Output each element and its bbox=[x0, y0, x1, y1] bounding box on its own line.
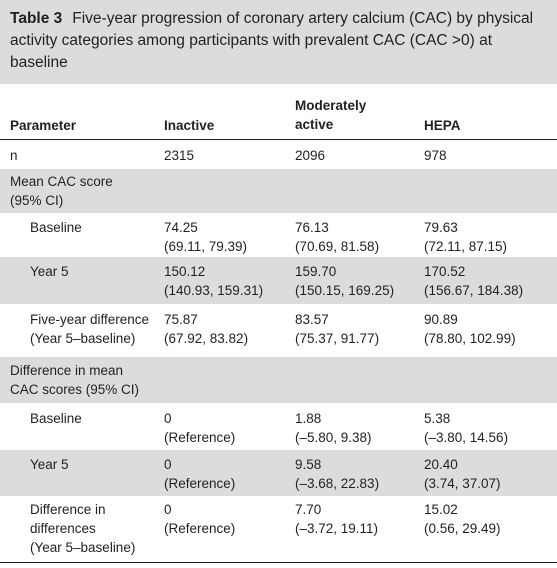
cell-moderate: 9.58 (–3.68, 22.83) bbox=[295, 457, 380, 491]
table-title: Five-year progression of coronary artery… bbox=[10, 10, 534, 71]
row-param: Baseline bbox=[30, 411, 82, 426]
cell-moderate: 7.70 (–3.72, 19.11) bbox=[295, 502, 379, 536]
cell-hepa: 978 bbox=[424, 148, 447, 163]
table-row: n 2315 2096 978 bbox=[0, 142, 557, 169]
cell-hepa: 170.52 (156.67, 184.38) bbox=[424, 264, 524, 298]
cell-hepa: 79.63 (72.11, 87.15) bbox=[424, 220, 508, 254]
cell-inactive: 0 (Reference) bbox=[164, 411, 236, 445]
table-row-section: Mean CAC score (95% CI) bbox=[0, 169, 557, 213]
table-row: Baseline 74.25 (69.11, 79.39) 76.13 (70.… bbox=[0, 213, 557, 257]
table-row: Year 5 0 (Reference) 9.58 (–3.68, 22.83)… bbox=[0, 450, 557, 496]
cell-hepa: 5.38 (–3.80, 14.56) bbox=[424, 411, 509, 445]
row-param: Year 5 bbox=[30, 264, 69, 279]
cell-inactive: 2315 bbox=[164, 148, 195, 163]
cell-moderate: 83.57 (75.37, 91.77) bbox=[295, 312, 380, 346]
table-row: Difference in differences (Year 5–baseli… bbox=[0, 496, 557, 562]
cell-hepa: 20.40 (3.74, 37.07) bbox=[424, 457, 501, 491]
table-row: Baseline 0 (Reference) 1.88 (–5.80, 9.38… bbox=[0, 403, 557, 450]
row-param: Five-year difference (Year 5–baseline) bbox=[30, 312, 150, 346]
cell-moderate: 159.70 (150.15, 169.25) bbox=[295, 264, 395, 298]
cell-inactive: 74.25 (69.11, 79.39) bbox=[164, 220, 248, 254]
table-row-section: Difference in mean CAC scores (95% CI) bbox=[0, 357, 557, 403]
cell-moderate: 1.88 (–5.80, 9.38) bbox=[295, 411, 372, 445]
cell-moderate: 2096 bbox=[295, 148, 326, 163]
section-label: Mean CAC score (95% CI) bbox=[10, 174, 113, 208]
header-parameter: Parameter bbox=[10, 118, 77, 133]
table-header: Parameter Inactive Moderately active HEP… bbox=[0, 84, 557, 140]
table-caption: Table 3 Five-year progression of coronary… bbox=[0, 0, 557, 84]
cell-inactive: 0 (Reference) bbox=[164, 502, 236, 536]
cell-inactive: 150.12 (140.93, 159.31) bbox=[164, 264, 264, 298]
cell-hepa: 15.02 (0.56, 29.49) bbox=[424, 502, 501, 536]
cell-inactive: 75.87 (67.92, 83.82) bbox=[164, 312, 249, 346]
row-param: n bbox=[10, 148, 18, 163]
cell-moderate: 76.13 (70.69, 81.58) bbox=[295, 220, 380, 254]
cell-inactive: 0 (Reference) bbox=[164, 457, 236, 491]
row-param: Baseline bbox=[30, 220, 82, 235]
cell-hepa: 90.89 (78.80, 102.99) bbox=[424, 312, 516, 346]
row-param: Difference in differences (Year 5–baseli… bbox=[30, 502, 136, 555]
header-inactive: Inactive bbox=[164, 118, 215, 133]
section-label: Difference in mean CAC scores (95% CI) bbox=[10, 363, 140, 397]
table-row: Five-year difference (Year 5–baseline) 7… bbox=[0, 304, 557, 357]
table-bottom-rule bbox=[0, 562, 557, 563]
header-hepa: HEPA bbox=[424, 118, 461, 133]
row-param: Year 5 bbox=[30, 457, 69, 472]
header-moderately-active: Moderately active bbox=[295, 98, 367, 132]
table-label: Table 3 bbox=[10, 10, 63, 27]
table-row: Year 5 150.12 (140.93, 159.31) 159.70 (1… bbox=[0, 257, 557, 304]
